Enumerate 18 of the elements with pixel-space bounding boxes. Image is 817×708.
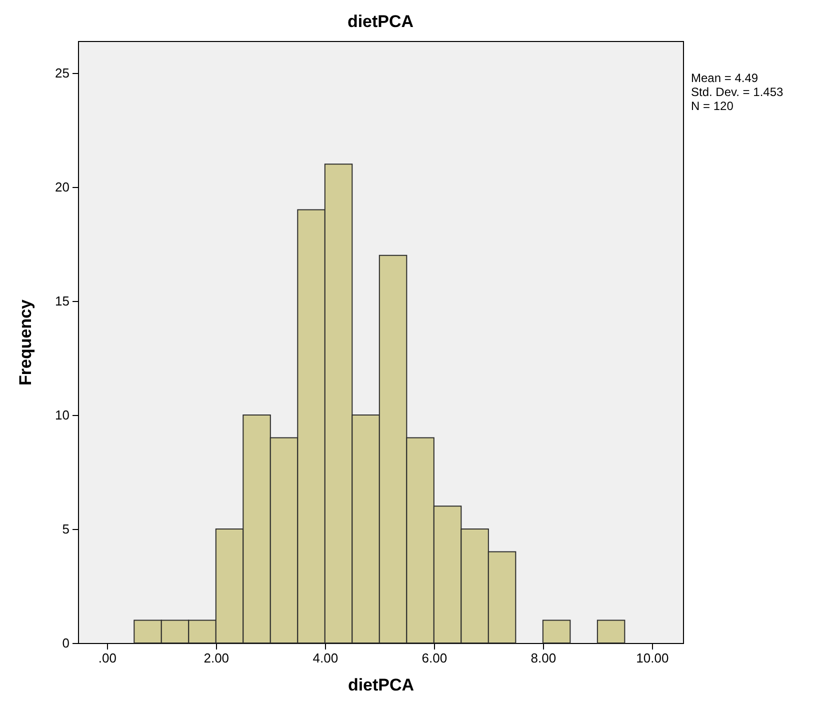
x-tick-label: 4.00 bbox=[312, 650, 338, 666]
y-tick-label: 25 bbox=[55, 65, 70, 80]
y-tick-label: 15 bbox=[55, 293, 70, 308]
x-axis-title: dietPCA bbox=[348, 676, 414, 694]
x-tick-label: 10.00 bbox=[636, 650, 669, 666]
x-tick-label: .00 bbox=[98, 650, 116, 666]
text: Mean = 4.49 bbox=[691, 71, 758, 85]
y-tick-label: 0 bbox=[62, 636, 70, 650]
text: N = 120 bbox=[691, 99, 734, 113]
x-tick-label: 2.00 bbox=[204, 650, 230, 666]
text: Std. Dev. = 1.453 bbox=[691, 85, 784, 99]
chart-title: dietPCA bbox=[347, 12, 414, 31]
y-tick-label: 10 bbox=[55, 407, 70, 422]
y-tick-label: 5 bbox=[62, 521, 70, 536]
y-tick-label: 20 bbox=[55, 179, 70, 194]
x-tick-label: 8.00 bbox=[530, 650, 556, 666]
y-axis-title: Frequency bbox=[16, 298, 36, 386]
x-tick-label: 6.00 bbox=[422, 650, 448, 666]
